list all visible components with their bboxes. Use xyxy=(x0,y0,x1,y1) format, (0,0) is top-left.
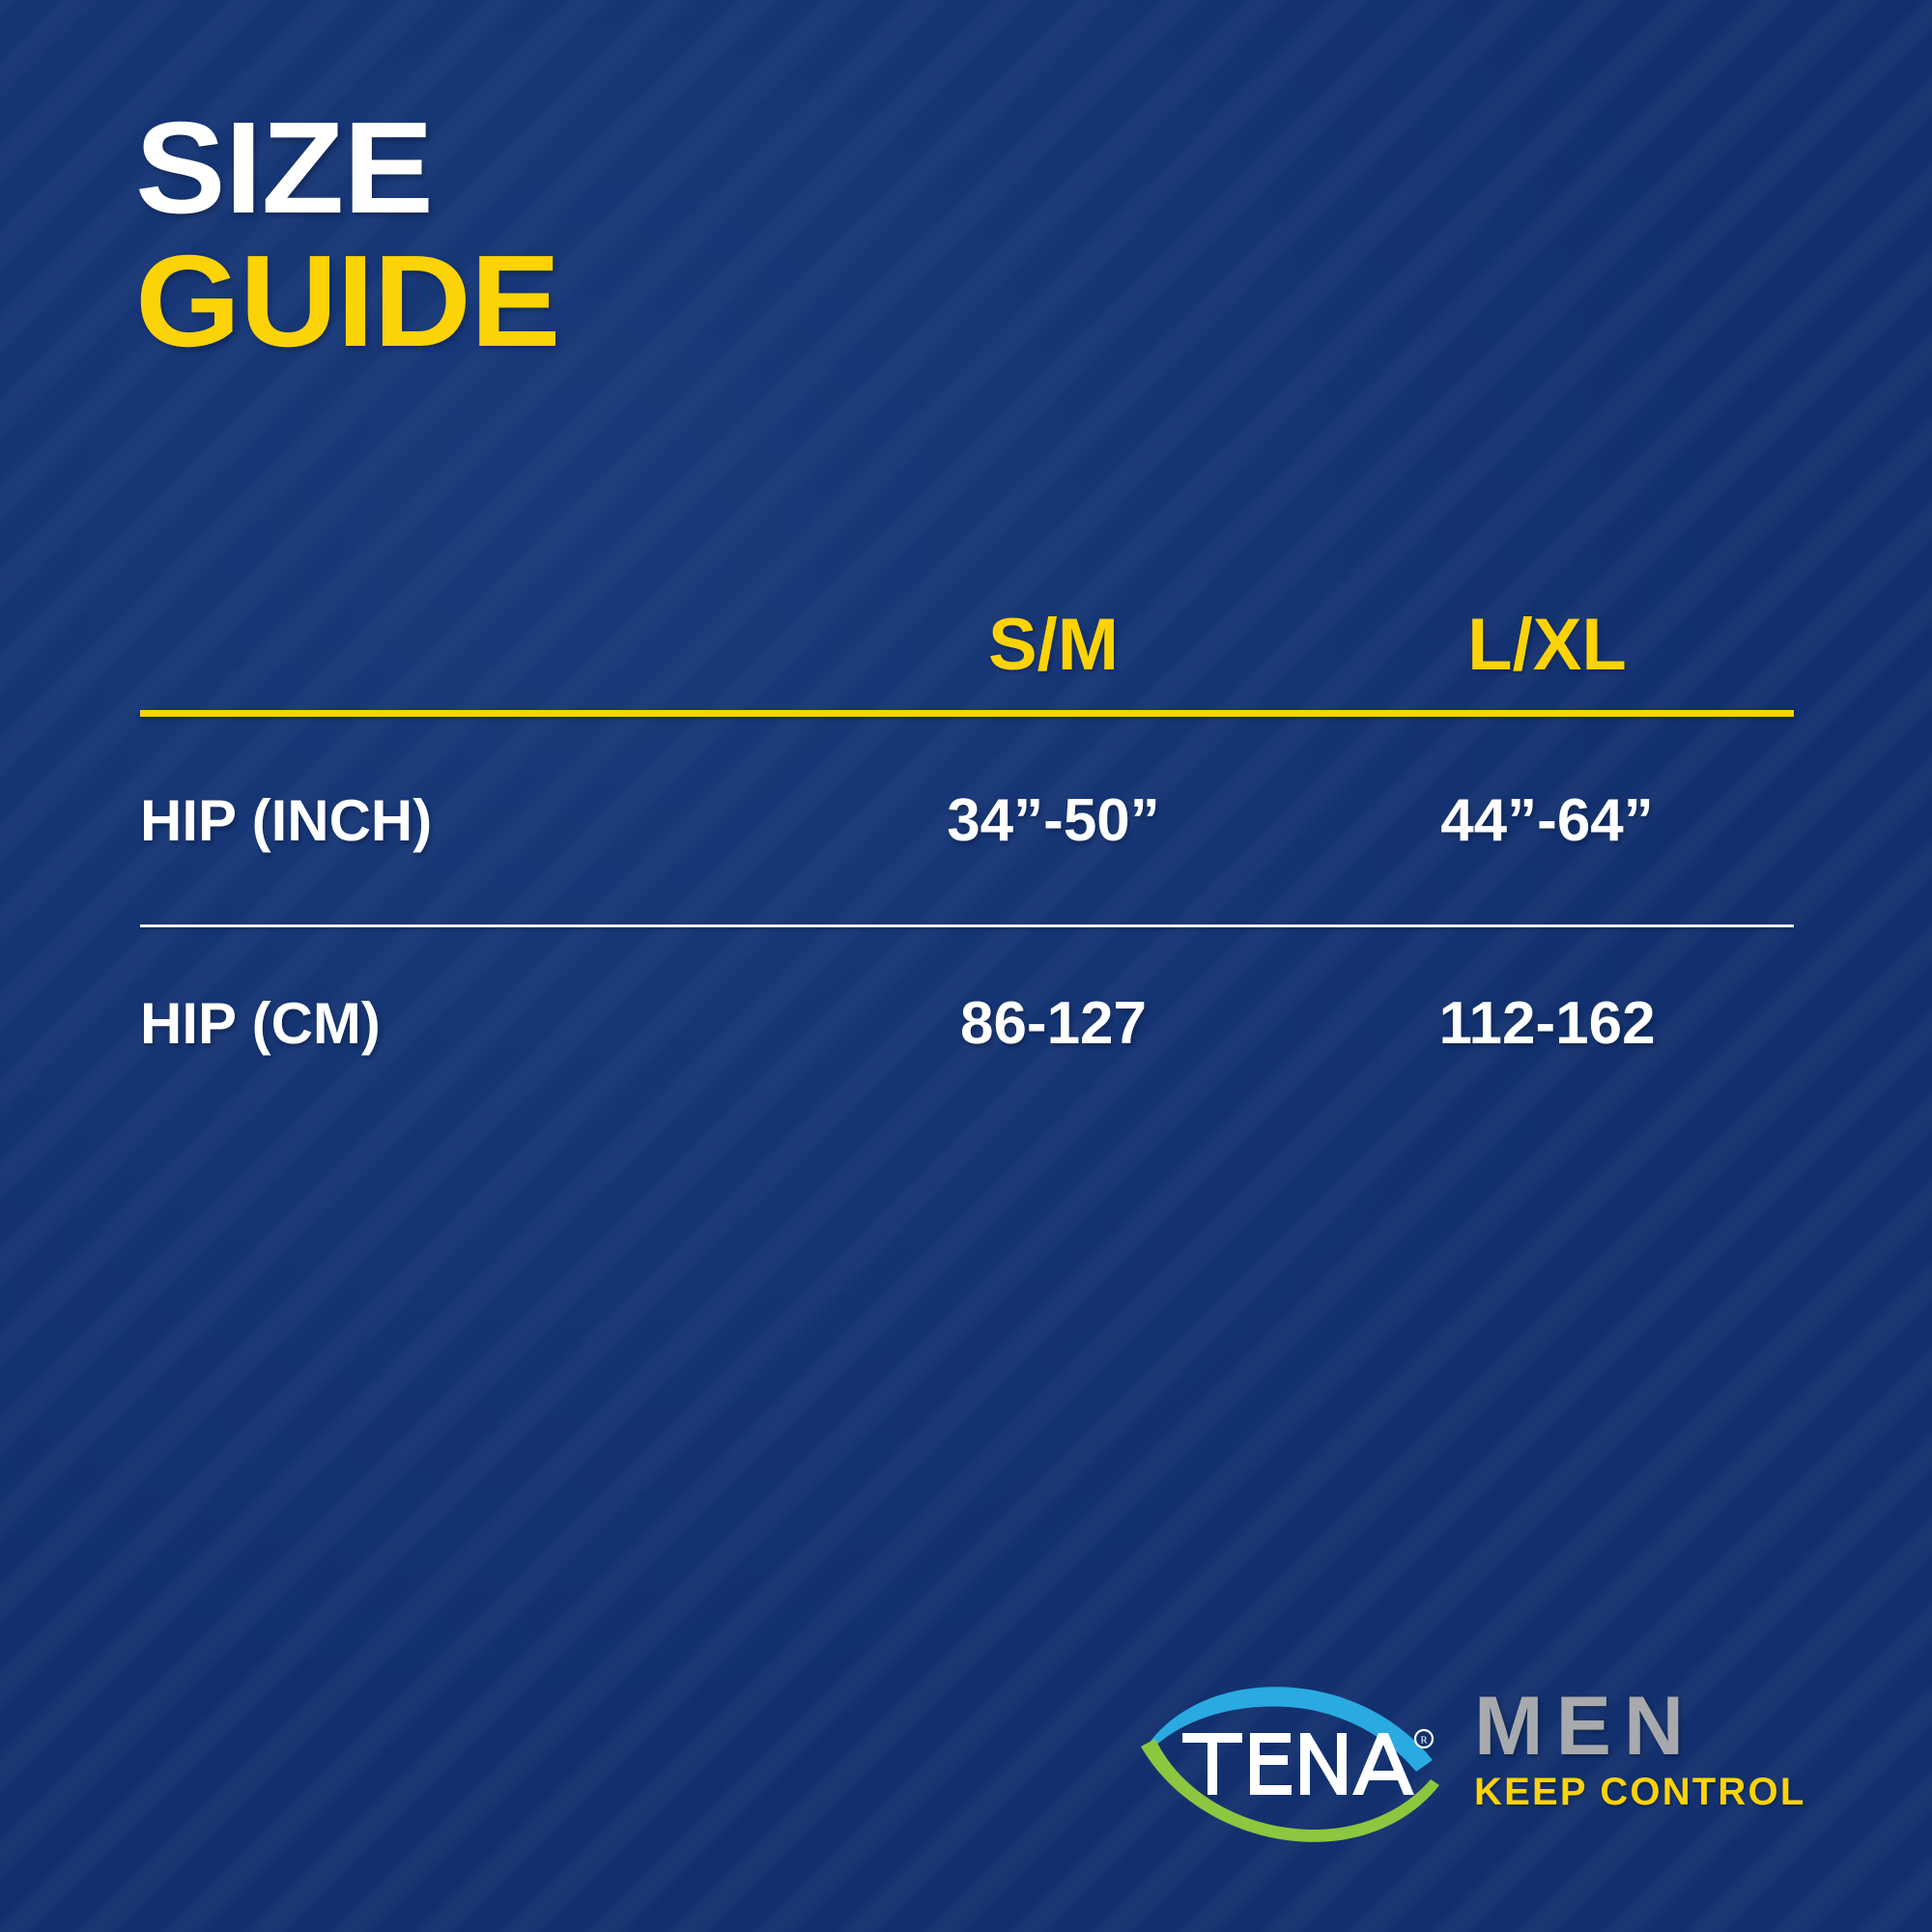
table-row: HIP (CM) 86-127 112-162 xyxy=(140,927,1794,1121)
tena-wordmark xyxy=(1182,1733,1414,1795)
table-column-header-lxl-label: L/XL xyxy=(1467,603,1627,686)
brand-logo-lockup: R MEN KEEP CONTROL xyxy=(1138,1683,1814,1895)
table-row-divider xyxy=(140,924,1794,927)
page-title-line-1: SIZE xyxy=(135,95,434,241)
table-row-label-hip-cm: HIP (CM) xyxy=(140,991,381,1056)
tena-green-arc-icon xyxy=(1141,1739,1439,1842)
table-header-divider xyxy=(140,710,1794,717)
tena-blue-arc-icon xyxy=(1144,1687,1433,1772)
table-row-label-hip-inch: HIP (INCH) xyxy=(140,787,433,853)
registered-trademark-icon: R xyxy=(1413,1728,1435,1749)
table-cell-hip-inch-sm: 34”-50” xyxy=(947,786,1160,854)
size-chart-table: S/M L/XL HIP (INCH) 34”-50” 44”-64” xyxy=(140,580,1794,1121)
table-column-header-sm: S/M xyxy=(807,608,1300,682)
tena-logo-icon: R xyxy=(1141,1687,1439,1842)
table-column-header-lxl: L/XL xyxy=(1300,608,1794,682)
men-wordmark: MEN xyxy=(1474,1680,1697,1773)
svg-text:R: R xyxy=(1420,1735,1428,1747)
table-cell-hip-cm-lxl: 112-162 xyxy=(1438,990,1656,1057)
men-sub-brand: MEN KEEP CONTROL xyxy=(1474,1680,1812,1814)
table-row: HIP (INCH) 34”-50” 44”-64” xyxy=(140,717,1794,924)
table-header-row: S/M L/XL xyxy=(140,580,1794,710)
table-cell-hip-inch-lxl: 44”-64” xyxy=(1440,786,1654,854)
page-title: SIZE GUIDE xyxy=(135,102,560,367)
page-title-line-2: GUIDE xyxy=(135,228,560,375)
keep-control-tagline: KEEP CONTROL xyxy=(1474,1771,1806,1814)
table-column-header-sm-label: S/M xyxy=(987,603,1120,686)
table-cell-hip-cm-sm: 86-127 xyxy=(959,990,1148,1057)
